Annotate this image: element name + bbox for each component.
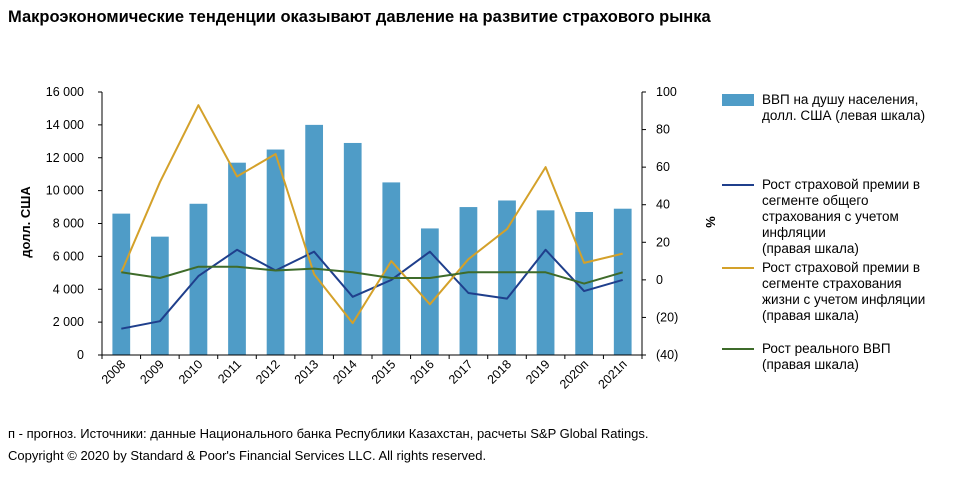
x-tick-label: 2012	[253, 357, 283, 387]
x-tick-label: 2013	[292, 357, 322, 387]
x-tick-label: 2009	[137, 357, 167, 387]
y-tick-label: 0	[77, 348, 84, 362]
legend-swatch-gdp-line	[722, 348, 754, 350]
y-axis-title: долл. США	[18, 186, 33, 258]
combo-chart: 0 2 000 4 000 6 000 8 000 10 000 12 000 14 000 1…	[18, 85, 718, 392]
y-tick-label: 14 000	[46, 118, 84, 132]
x-tick-label: 2016	[407, 357, 437, 387]
y-tick-label: 10 000	[46, 184, 84, 198]
y2-tick-label: (40)	[656, 348, 678, 362]
line-general-premium	[121, 248, 623, 330]
y-tick-label: 4 000	[53, 282, 84, 296]
bar-2011	[228, 162, 246, 355]
y-tick-label: 2 000	[53, 315, 84, 329]
bars-layer	[112, 124, 632, 355]
y2-tick-label: (20)	[656, 310, 678, 324]
bar-2012	[266, 149, 285, 355]
copyright: Copyright © 2020 by Standard & Poor's Fi…	[8, 448, 487, 463]
y-tick-label: 6 000	[53, 249, 84, 263]
x-tick-label: 2018	[485, 357, 515, 387]
legend-label-life-premium: Рост страховой премии в сегменте страхов…	[762, 260, 926, 323]
x-tick-label: 2020п	[557, 357, 591, 391]
x-tick-label: 2014	[330, 357, 360, 387]
x-tick-label: 2011	[215, 357, 244, 386]
footnote: п - прогноз. Источники: данные Националь…	[8, 426, 649, 441]
legend-swatch-general-line	[722, 184, 754, 186]
x-tick-label: 2019	[523, 357, 553, 387]
legend-item-general-premium: Рост страховой премии в сегменте общего …	[722, 177, 950, 257]
y2-tick-label: 20	[656, 235, 670, 249]
legend-item-gdp-per-capita: ВВП на душу населения, долл. США (левая …	[722, 92, 950, 124]
x-tick-label: 2015	[369, 357, 399, 387]
bar-2015	[382, 182, 401, 355]
bar-2021п	[613, 208, 632, 355]
y-tick-label: 16 000	[46, 85, 84, 99]
legend-swatch-life-line	[722, 267, 754, 269]
bar-2019	[536, 210, 555, 355]
bar-2016	[420, 228, 439, 355]
x-tick-label: 2021п	[595, 357, 629, 391]
y2-tick-label: 40	[656, 198, 670, 212]
chart-title: Макроэкономические тенденции оказывают д…	[8, 8, 711, 26]
lines-layer	[120, 104, 623, 330]
bar-2009	[150, 236, 169, 355]
legend-label-general-premium: Рост страховой премии в сегменте общего …	[762, 177, 921, 256]
x-tick-label: 2008	[99, 357, 129, 387]
bar-2010	[189, 203, 208, 355]
bar-2017	[459, 207, 478, 355]
y-tick-label: 8 000	[53, 217, 84, 231]
legend-item-real-gdp: Рост реального ВВП (правая шкала)	[722, 341, 950, 373]
bar-2018	[498, 200, 516, 355]
legend-swatch-bar	[722, 94, 754, 106]
y2-tick-label: 100	[656, 85, 677, 99]
bar-2014	[343, 142, 362, 355]
bar-2008	[112, 213, 131, 355]
legend-item-life-premium: Рост страховой премии в сегменте страхов…	[722, 260, 950, 324]
line-life-premium	[120, 104, 623, 325]
y-tick-label: 12 000	[46, 151, 84, 165]
legend-label-gdp-per-capita: ВВП на душу населения, долл. США (левая …	[762, 92, 926, 123]
line-real-gdp	[121, 265, 623, 285]
y2-axis-title: %	[703, 216, 718, 228]
y2-tick-label: 60	[656, 160, 670, 174]
bar-2013	[305, 124, 324, 355]
x-tick-label: 2010	[176, 357, 206, 387]
x-tick-label: 2017	[446, 357, 476, 387]
y2-tick-label: 0	[656, 273, 663, 287]
legend-label-real-gdp: Рост реального ВВП (правая шкала)	[762, 341, 891, 372]
y2-tick-label: 80	[656, 123, 670, 137]
